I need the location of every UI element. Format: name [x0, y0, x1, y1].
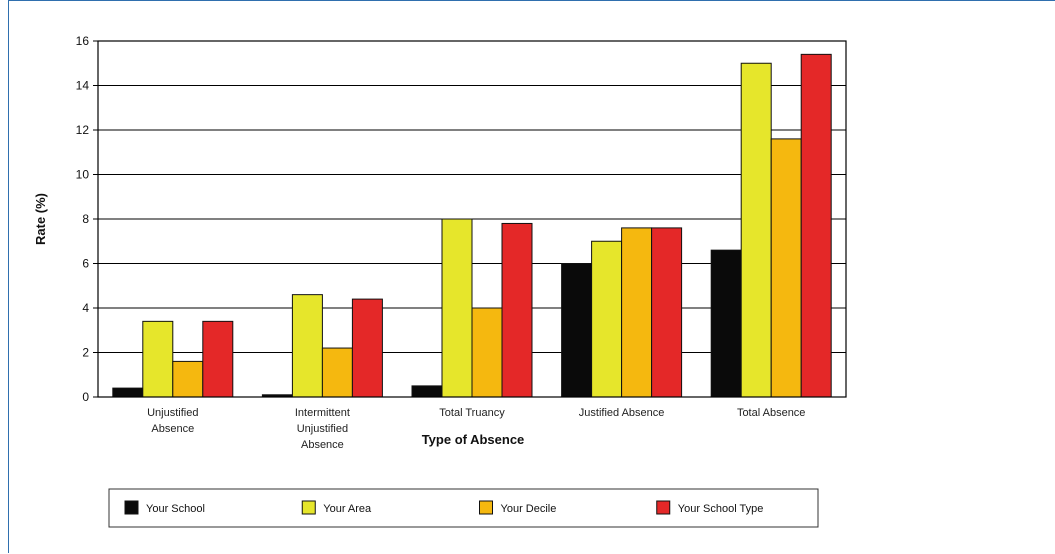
bar — [411, 385, 443, 398]
bar — [142, 320, 174, 398]
x-category-label: Justified Absence — [579, 407, 665, 419]
legend-label: Your Decile — [501, 503, 557, 515]
axes — [93, 40, 847, 398]
bar — [291, 294, 323, 398]
y-tick-label: 12 — [76, 123, 90, 137]
y-tick-label: 10 — [76, 168, 90, 182]
x-category-label: Unjustified Absence — [147, 407, 198, 435]
bars — [112, 53, 832, 398]
bar — [172, 360, 204, 398]
bar — [710, 249, 742, 398]
legend-swatch — [301, 500, 316, 515]
bar — [800, 53, 832, 398]
legend-label: Your School — [146, 503, 205, 515]
y-tick-label: 14 — [76, 79, 90, 93]
bar — [591, 240, 623, 398]
y-axis-title: Rate (%) — [33, 193, 48, 245]
y-tick-label: 4 — [82, 301, 89, 315]
y-tick-label: 0 — [82, 390, 89, 404]
legend: Your School Your Area Your Decile Your Scho… — [108, 488, 819, 528]
y-tick-label: 6 — [82, 257, 89, 271]
y-tick-label: 2 — [82, 346, 89, 360]
bar — [471, 307, 503, 398]
y-tick-labels: 0 2 4 6 8 10 12 14 16 — [76, 34, 90, 404]
legend-label: Your Area — [323, 503, 372, 515]
legend-swatch — [656, 500, 671, 515]
bar — [501, 222, 533, 398]
x-category-label: Total Truancy — [439, 407, 505, 419]
x-category-label: Intermittent Unjustified Absence — [295, 407, 350, 451]
bar — [621, 227, 653, 398]
legend-label: Your School Type — [678, 503, 764, 515]
bar — [770, 138, 802, 398]
bar — [561, 263, 593, 398]
bar — [321, 347, 353, 398]
x-axis-title: Type of Absence — [422, 432, 525, 447]
y-tick-label: 8 — [82, 212, 89, 226]
y-tick-label: 16 — [76, 34, 90, 48]
bar — [651, 227, 683, 398]
bar — [112, 387, 144, 398]
legend-swatch — [124, 500, 139, 515]
bar — [740, 62, 772, 398]
legend-box — [108, 488, 819, 528]
bar-chart: 0 2 4 6 8 10 12 14 16 Unjustified Absence Intermit… — [33, 34, 847, 528]
legend-swatch — [479, 500, 493, 515]
x-category-labels: Unjustified Absence Intermittent Unjustifie… — [147, 407, 805, 451]
x-category-label: Total Absence — [737, 407, 806, 419]
bar — [441, 218, 473, 398]
chart-frame: 0 2 4 6 8 10 12 14 16 Unjustified Absence Intermit… — [8, 0, 1055, 553]
bar — [351, 298, 383, 398]
bar — [202, 320, 234, 398]
